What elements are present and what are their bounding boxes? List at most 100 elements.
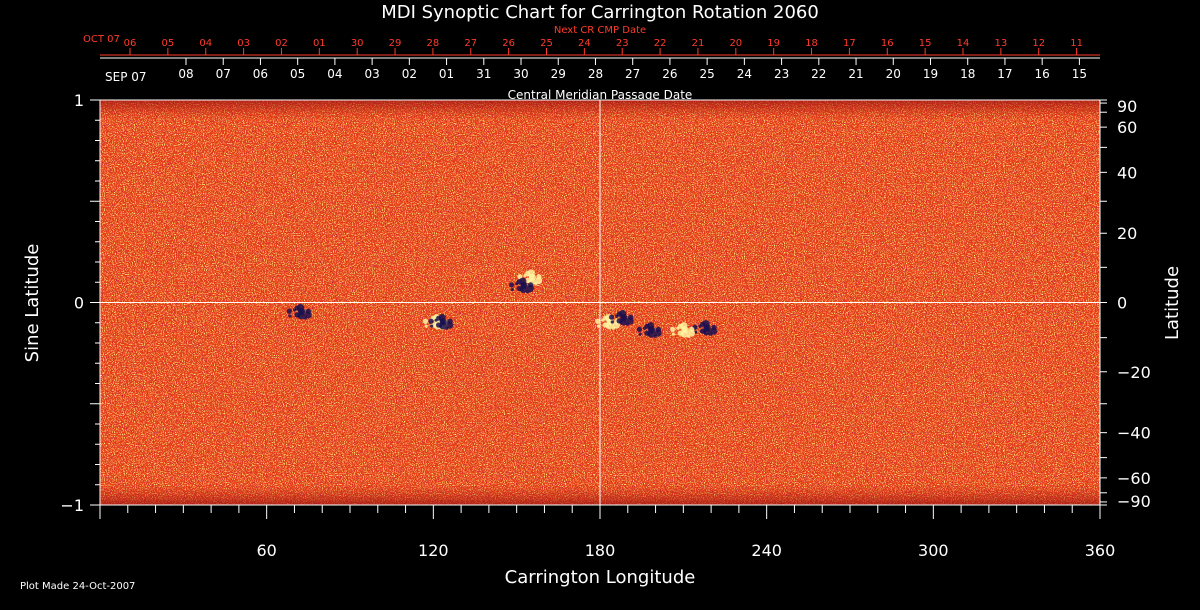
active-region-6-blob: [619, 318, 628, 326]
next-cr-date-label: 11: [1070, 38, 1083, 49]
active-region-1-blob: [519, 285, 528, 294]
x-tick-label: 180: [585, 541, 616, 560]
active-region-0-blob: [536, 274, 542, 280]
active-region-1-blob: [508, 282, 515, 288]
cmp-date-label: 15: [1072, 67, 1087, 81]
next-cr-date-label: 28: [427, 38, 440, 49]
active-region-5-blob: [601, 318, 605, 322]
cmp-date-label: 29: [551, 67, 566, 81]
x-tick-label: 300: [918, 541, 949, 560]
next-cr-date-label: 17: [843, 38, 856, 49]
active-region-3-blob: [422, 318, 429, 324]
active-region-6-blob: [628, 314, 634, 320]
cmp-date-label: 17: [997, 67, 1012, 81]
cmp-date-label: 24: [737, 67, 752, 81]
cmp-date-label: 05: [290, 67, 305, 81]
cmp-date-label: 08: [178, 67, 193, 81]
next-cr-date-label: 12: [1032, 38, 1045, 49]
next-cr-label: Next CR CMP Date: [554, 25, 646, 36]
active-region-7-blob: [636, 326, 642, 332]
cmp-date-label: 06: [253, 67, 268, 81]
active-region-5-blob: [605, 322, 614, 330]
next-cr-date-label: 06: [124, 38, 137, 49]
active-region-2-blob: [286, 308, 292, 314]
cmp-date-label: 26: [662, 67, 677, 81]
active-region-8-blob: [711, 324, 717, 330]
next-cr-date-label: 24: [578, 38, 591, 49]
next-cr-date-label: 16: [881, 38, 894, 49]
next-cr-date-label: 01: [313, 38, 326, 49]
y-left-tick-label: −1: [60, 496, 84, 515]
next-cr-date-label: 05: [161, 38, 174, 49]
next-cr-date-label: 26: [502, 38, 515, 49]
active-region-6-blob: [608, 314, 615, 320]
active-region-2-blob: [292, 308, 297, 312]
active-region-4-blob: [439, 322, 447, 330]
active-region-0-blob: [523, 274, 527, 278]
active-region-7-blob: [647, 330, 655, 338]
y-right-tick-label: −40: [1117, 424, 1151, 443]
y-right-tick-label: 40: [1117, 163, 1137, 182]
y-axis-label-right: Latitude: [1162, 266, 1183, 340]
active-region-9-blob: [680, 330, 689, 338]
top-date-axis: OCT 07 06 05 04 03 02 01 30 29 28 27 26 25 24 23 22 21 20…: [83, 34, 1100, 84]
x-tick-label: 60: [256, 541, 276, 560]
active-region-1-blob: [515, 282, 519, 286]
active-region-5-blob: [596, 324, 600, 328]
active-region-2-blob: [305, 308, 311, 314]
cmp-date-label: 02: [402, 67, 417, 81]
cmp-date-label: 31: [476, 67, 491, 81]
active-region-2-blob: [297, 312, 305, 320]
cmp-date-label: 19: [923, 67, 938, 81]
y-right-tick-label: −90: [1117, 492, 1151, 511]
next-cr-date-label: 25: [540, 38, 553, 49]
cmp-date-label: 27: [625, 67, 640, 81]
cmp-date-label: 23: [774, 67, 789, 81]
plot-made-footer: Plot Made 24-Oct-2007: [20, 581, 135, 592]
y-right-tick-label: 90: [1117, 97, 1137, 116]
x-tick-label: 120: [418, 541, 449, 560]
cmp-date-label: 03: [364, 67, 379, 81]
next-cr-date-label: 19: [767, 38, 780, 49]
cmp-date-label: 18: [960, 67, 975, 81]
active-region-4-blob: [430, 324, 434, 328]
next-cr-date-label: 30: [351, 38, 364, 49]
cmp-date-label: 30: [513, 67, 528, 81]
y-right-tick-label: 60: [1117, 118, 1137, 137]
top-axis-label: Central Meridian Passage Date: [508, 88, 693, 102]
next-cr-date-label: 15: [919, 38, 932, 49]
axes: 60 120 180 240 300 360 1 0 −1 90 60 40 20 0 −20 −40 −60 −…: [60, 91, 1150, 560]
cmp-date-label: 20: [886, 67, 901, 81]
active-region-4-blob: [447, 318, 453, 324]
next-cr-date-label: 21: [692, 38, 705, 49]
cmp-date-label: 25: [700, 67, 715, 81]
next-cr-date-label: 14: [957, 38, 970, 49]
y-left-tick-label: 1: [74, 91, 84, 110]
y-right-tick-label: 20: [1117, 224, 1137, 243]
active-region-2-blob: [288, 314, 292, 318]
active-region-5-blob: [595, 318, 601, 324]
next-cr-date-label: 04: [199, 38, 212, 49]
active-region-8-blob: [703, 328, 711, 336]
active-region-9-blob: [671, 332, 675, 336]
active-region-4-blob: [428, 318, 434, 324]
next-cr-date-label: 20: [729, 38, 742, 49]
active-region-9-blob: [676, 326, 680, 330]
next-cr-date-label: 13: [994, 38, 1007, 49]
active-region-8-blob: [698, 324, 702, 328]
next-cr-date-label: 29: [389, 38, 402, 49]
active-region-7-blob: [642, 326, 647, 330]
x-tick-label: 240: [751, 541, 782, 560]
next-cr-date-label: 22: [654, 38, 667, 49]
chart-title: MDI Synoptic Chart for Carrington Rotati…: [381, 2, 819, 23]
y-right-tick-label: 0: [1117, 294, 1127, 313]
next-cr-date-label: 23: [616, 38, 629, 49]
active-region-6-blob: [615, 314, 619, 318]
cmp-date-label: 16: [1035, 67, 1050, 81]
active-region-1-blob: [528, 282, 534, 288]
active-region-7-blob: [655, 326, 661, 332]
active-region-6-blob: [610, 320, 614, 324]
cmp-date-label: 07: [216, 67, 231, 81]
y-left-tick-label: 0: [74, 294, 84, 313]
